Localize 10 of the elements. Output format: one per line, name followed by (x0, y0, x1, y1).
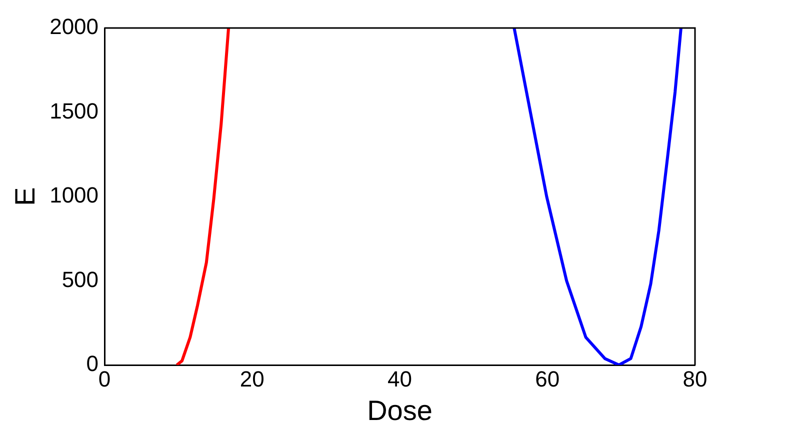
x-tick-label: 60 (535, 366, 560, 392)
y-tick-label: 500 (62, 266, 99, 292)
y-tick-label: 1500 (50, 98, 99, 124)
x-tick-label: 40 (388, 366, 412, 392)
x-tick-label: 80 (682, 366, 708, 392)
y-tick-label: 2000 (50, 14, 99, 40)
y-axis-title: E (10, 187, 41, 206)
x-tick-label: 20 (240, 366, 264, 392)
y-tick-label: 1000 (50, 182, 99, 208)
x-axis-title: Dose (367, 394, 432, 426)
